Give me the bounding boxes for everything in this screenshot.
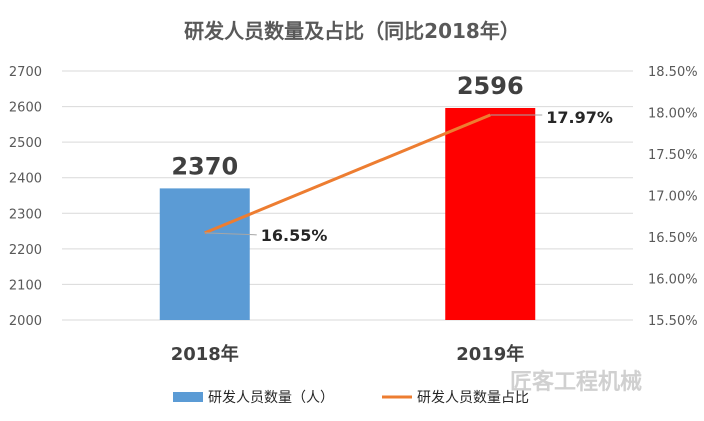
bar-value-label: 2596 bbox=[457, 72, 524, 100]
y-right-tick-label: 18.50% bbox=[648, 65, 698, 80]
legend-label-line: 研发人员数量占比 bbox=[417, 390, 529, 406]
bar-1 bbox=[445, 107, 536, 320]
bar-series: 2370 2596 bbox=[159, 72, 536, 320]
y-left-tick-label: 2500 bbox=[9, 136, 42, 151]
x-axis: 2018年 2019年 bbox=[171, 343, 525, 365]
y-axis-right: 15.50% 16.00% 16.50% 17.00% 17.50% 18.00% 18.5… bbox=[648, 65, 698, 329]
y-left-tick-label: 2000 bbox=[9, 314, 42, 329]
y-right-tick-label: 18.00% bbox=[648, 107, 698, 122]
line-series: 16.55% 17.97% bbox=[204, 108, 613, 245]
legend-swatch-bar bbox=[173, 392, 203, 402]
gridlines bbox=[62, 70, 633, 321]
y-right-tick-label: 15.50% bbox=[648, 314, 698, 329]
bar-0 bbox=[159, 188, 250, 320]
watermark: 匠客工程机械 bbox=[510, 369, 642, 395]
legend-label-bar: 研发人员数量（人） bbox=[208, 390, 334, 406]
y-left-tick-label: 2700 bbox=[9, 65, 42, 80]
x-tick-label: 2019年 bbox=[456, 343, 524, 365]
y-right-tick-label: 17.00% bbox=[648, 190, 698, 205]
x-tick-label: 2018年 bbox=[171, 343, 239, 365]
line-value-label: 17.97% bbox=[546, 108, 613, 127]
y-left-tick-label: 2600 bbox=[9, 101, 42, 116]
bar-value-label: 2370 bbox=[171, 152, 238, 180]
series-line bbox=[204, 113, 491, 235]
y-right-tick-label: 17.50% bbox=[648, 148, 698, 163]
chart-title: 研发人员数量及占比（同比2018年） bbox=[184, 19, 520, 43]
line-value-label: 16.55% bbox=[261, 226, 328, 245]
y-axis-left: 2000 2100 2200 2300 2400 2500 2600 2700 bbox=[9, 65, 42, 329]
y-left-tick-label: 2400 bbox=[9, 172, 42, 187]
y-left-tick-label: 2100 bbox=[9, 278, 42, 293]
y-left-tick-label: 2300 bbox=[9, 207, 42, 222]
leader-line bbox=[204, 232, 257, 236]
y-left-tick-label: 2200 bbox=[9, 243, 42, 258]
legend: 研发人员数量（人） 研发人员数量占比 bbox=[173, 390, 529, 406]
y-right-tick-label: 16.00% bbox=[648, 273, 698, 288]
y-right-tick-label: 16.50% bbox=[648, 231, 698, 246]
